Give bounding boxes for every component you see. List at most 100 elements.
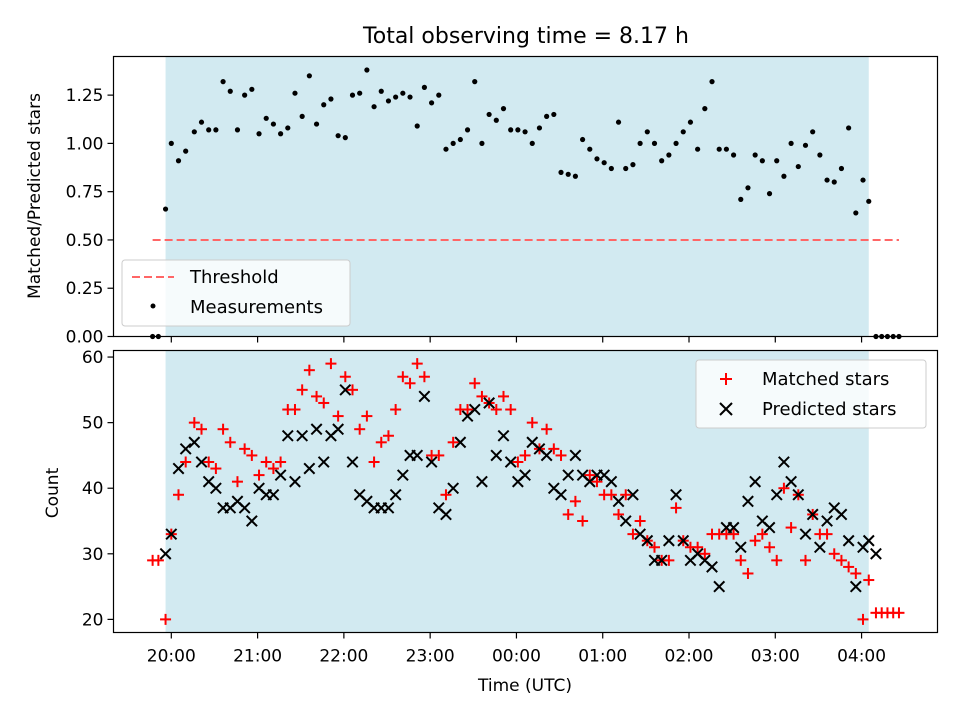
predicted-x-b [339, 383, 352, 396]
measurement-point [313, 121, 320, 127]
bottom-x-ticks: 20:00 21:00 22:00 23:00 00:00 01:00 02:00 03:00… [147, 632, 886, 667]
predicted-x-b [303, 462, 316, 475]
measurement-point [774, 158, 780, 164]
predicted-star-point [490, 449, 503, 462]
measurement-point [328, 96, 334, 102]
top-y-axis-label: Matched/Predicted stars [25, 93, 45, 299]
predicted-star-point [540, 449, 553, 462]
predicted-x-b [634, 528, 647, 541]
measurement-point [601, 160, 607, 166]
predicted-x-b [849, 580, 862, 593]
predicted-x-b [209, 482, 222, 495]
predicted-x-b [742, 495, 754, 508]
matched-star-point [577, 515, 589, 527]
matched-star-point [404, 377, 416, 389]
predicted-x-b [576, 469, 589, 482]
top-y-tick-label: 0.75 [66, 183, 104, 203]
measurement-point [249, 86, 255, 92]
matched-star-point [152, 554, 164, 566]
predicted-x-b [799, 528, 812, 541]
matched-star-point [778, 482, 790, 494]
measurement-point [335, 133, 341, 139]
predicted-star-point [440, 508, 452, 521]
predicted-x-b [835, 508, 848, 521]
measurement-point [464, 127, 471, 133]
predicted-x-b [188, 436, 201, 449]
top-axes-frame [112, 55, 939, 338]
predicted-star-point [619, 515, 632, 527]
predicted-x-b [454, 436, 467, 449]
measurement-point [263, 115, 269, 121]
predicted-star-point [195, 456, 208, 468]
matched-star-point [172, 489, 184, 501]
predicted-x-b [490, 449, 503, 462]
measurement-point [817, 152, 823, 158]
predicted-star-point [476, 475, 488, 488]
predicted-x-b [806, 508, 819, 521]
predicted-x-b [202, 475, 215, 488]
predicted-x-b [411, 449, 424, 462]
predicted-star-point [389, 488, 402, 501]
matched-star-point [749, 535, 761, 547]
measurement-point [802, 142, 809, 148]
predicted-star-point [862, 534, 875, 547]
measurement-point [623, 165, 629, 172]
predicted-star-point [267, 488, 280, 501]
predicted-star-point [749, 475, 762, 488]
measurement-point [866, 198, 872, 204]
predicted-x-b [677, 534, 690, 547]
predicted-x-b [555, 488, 567, 501]
top-x-ticks [170, 336, 863, 343]
measurement-point [242, 92, 248, 98]
predicted-x-b [655, 554, 668, 567]
predicted-star-point [281, 429, 294, 442]
matched-star-point [188, 417, 200, 429]
measurement-point [838, 165, 845, 172]
predicted-x-b [382, 501, 395, 514]
predicted-x-b [778, 456, 790, 468]
measurement-point [162, 206, 169, 212]
matched-star-point [231, 476, 243, 488]
predicted-star-point [303, 462, 316, 475]
measurement-point [594, 156, 600, 162]
predicted-star-point [289, 475, 301, 488]
predicted-x-b [713, 580, 726, 593]
measurement-point [428, 100, 435, 106]
predicted-x-b [440, 508, 452, 521]
predicted-star-point [835, 508, 848, 521]
matched-star-point [296, 384, 308, 396]
measurement-point [400, 90, 406, 96]
predicted-x-b [828, 501, 841, 514]
predicted-star-point [821, 515, 833, 527]
predicted-star-point [670, 488, 682, 501]
measurement-point [234, 127, 241, 133]
matched-star-point [699, 548, 711, 560]
predicted-star-point [605, 475, 618, 488]
measurement-point [278, 131, 284, 137]
predicted-x-b [274, 469, 287, 482]
predicted-x-b [598, 469, 611, 482]
matched-star-point [196, 423, 208, 435]
matched-star-point [663, 554, 675, 566]
predicted-star-point [849, 580, 862, 593]
predicted-star-point [519, 469, 531, 482]
predicted-x-b [691, 547, 704, 560]
matched-star-point [289, 404, 301, 416]
measurement-point [824, 177, 830, 183]
bottom-y-tick-label: 40 [82, 479, 104, 499]
predicted-x-b [519, 469, 531, 482]
predicted-star-point [454, 436, 467, 449]
predicted-star-point [332, 423, 345, 436]
matched-star-point [764, 541, 776, 553]
measurement-point [637, 140, 643, 146]
predicted-star-point [655, 554, 668, 567]
measurement-point [342, 135, 348, 141]
predicted-star-point [785, 475, 798, 488]
predicted-star-point [627, 488, 639, 501]
x-axis-label: Time (UTC) [477, 676, 572, 696]
predicted-star-point [317, 456, 330, 468]
matched-star-point [303, 364, 315, 376]
matched-star-point [821, 528, 833, 540]
predicted-x-b [483, 397, 496, 409]
bottom-y-tick-label: 60 [82, 348, 104, 368]
